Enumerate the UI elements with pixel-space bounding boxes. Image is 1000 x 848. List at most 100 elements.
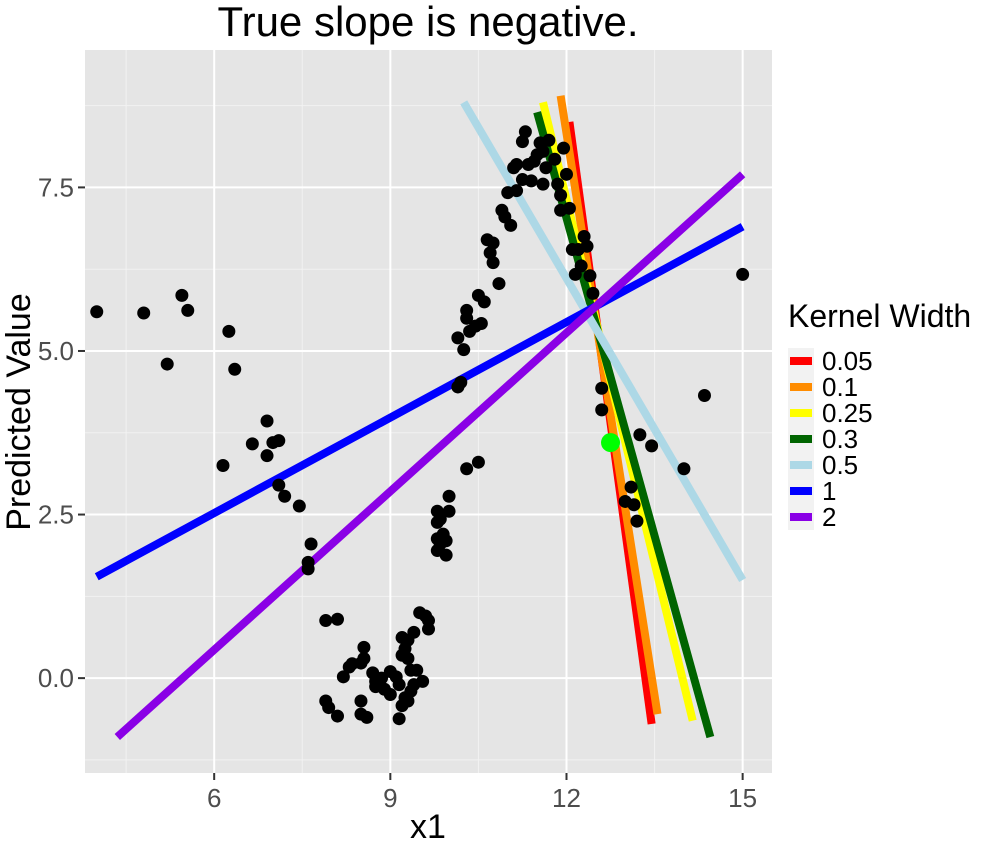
x-tick-label: 6 <box>207 783 221 813</box>
axis-ticks: 6 9 12 15 0.0 2.5 5.0 7.5 <box>38 172 757 813</box>
y-tick-label: 0.0 <box>38 663 74 693</box>
data-point <box>510 158 524 172</box>
kernel-line-2 <box>114 171 746 740</box>
data-point <box>330 709 344 723</box>
data-point <box>439 534 453 548</box>
plot-panel <box>85 50 772 773</box>
data-point <box>645 439 659 453</box>
data-point <box>586 286 600 300</box>
legend-label: 0.3 <box>822 424 858 454</box>
data-point <box>524 174 538 188</box>
data-point <box>222 324 236 338</box>
data-point <box>486 256 500 270</box>
data-point <box>471 455 485 469</box>
data-point <box>504 218 518 232</box>
data-point <box>483 246 497 260</box>
y-tick-label: 2.5 <box>38 500 74 530</box>
data-point <box>574 259 588 273</box>
data-point <box>245 437 259 451</box>
legend-label: 0.5 <box>822 450 858 480</box>
data-point <box>160 357 174 371</box>
chart-title: True slope is negative. <box>217 0 638 45</box>
data-point <box>633 428 647 442</box>
data-point <box>272 478 286 492</box>
data-point <box>330 612 344 626</box>
y-tick-label: 5.0 <box>38 336 74 366</box>
data-point <box>627 498 641 512</box>
legend-label: 2 <box>822 502 836 532</box>
data-point <box>492 277 506 291</box>
data-point <box>392 678 406 692</box>
data-point <box>401 651 415 665</box>
data-point <box>439 548 453 562</box>
data-point <box>477 295 491 309</box>
data-point <box>697 388 711 402</box>
data-point <box>557 141 571 155</box>
data-point <box>577 229 591 243</box>
data-point <box>260 449 274 463</box>
kernel-line-0_3 <box>533 111 715 739</box>
data-point <box>457 343 471 357</box>
legend-label: 0.1 <box>822 372 858 402</box>
x-tick-label: 15 <box>728 783 757 813</box>
data-point <box>90 305 104 319</box>
data-point <box>228 362 242 376</box>
data-point <box>486 236 500 250</box>
data-point <box>304 537 318 551</box>
data-point <box>422 614 435 628</box>
kernel-line-0_1 <box>556 95 662 715</box>
data-point <box>736 267 750 281</box>
y-tick-label: 7.5 <box>38 172 74 202</box>
data-point <box>536 144 550 158</box>
legend-label: 0.25 <box>822 398 873 428</box>
data-point <box>407 625 421 639</box>
data-point <box>562 201 576 215</box>
data-point <box>442 504 456 518</box>
data-point <box>595 381 609 395</box>
data-point <box>357 651 371 665</box>
x-axis-title: x1 <box>410 808 446 846</box>
data-point <box>383 687 397 701</box>
data-point <box>442 489 456 503</box>
data-point <box>416 674 430 688</box>
highlight-layer <box>601 433 621 453</box>
data-point <box>510 184 524 198</box>
data-point <box>551 177 565 191</box>
data-point <box>624 480 638 494</box>
data-point <box>677 462 691 476</box>
data-point <box>336 670 350 684</box>
x-tick-label: 9 <box>383 783 397 813</box>
data-point <box>454 375 468 389</box>
x-tick-label: 12 <box>552 783 581 813</box>
data-point <box>518 125 532 139</box>
data-point <box>536 177 550 191</box>
data-point <box>278 489 292 503</box>
data-point <box>433 512 447 526</box>
legend-items: 0.050.10.250.30.512 <box>788 346 873 532</box>
y-axis-title: Predicted Value <box>0 293 38 531</box>
data-point <box>410 663 424 677</box>
data-point <box>515 135 529 149</box>
data-point <box>554 188 568 202</box>
data-point <box>460 311 474 325</box>
data-point <box>181 303 195 317</box>
highlight-point <box>601 433 621 453</box>
kernel-lines <box>94 95 747 740</box>
data-point <box>542 133 556 147</box>
data-point <box>272 434 286 448</box>
legend: Kernel Width 0.050.10.250.30.512 <box>788 298 971 532</box>
data-point <box>216 458 230 472</box>
legend-label: 0.05 <box>822 346 873 376</box>
kernel-line-0_5 <box>460 100 747 582</box>
data-point <box>137 306 151 320</box>
data-point <box>360 710 374 724</box>
legend-label: 1 <box>822 476 836 506</box>
data-point <box>548 152 562 166</box>
data-point <box>583 269 597 283</box>
data-point <box>260 414 274 428</box>
kernel-line-1 <box>94 223 745 581</box>
data-point <box>357 640 371 654</box>
data-point <box>474 316 488 330</box>
data-point <box>630 514 644 528</box>
